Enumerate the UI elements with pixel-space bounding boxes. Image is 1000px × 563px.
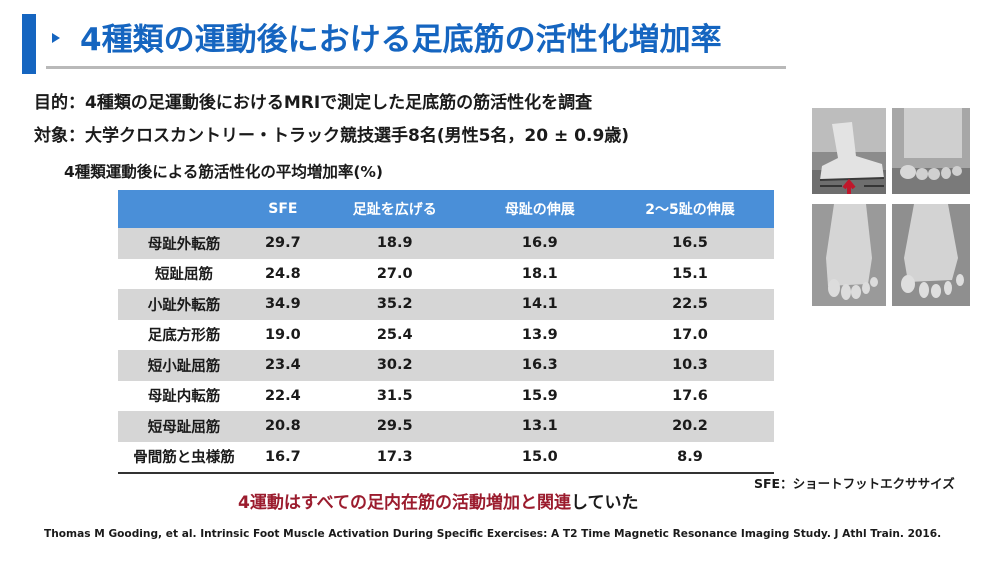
value-cell: 16.5 xyxy=(605,228,774,259)
value-cell: 17.3 xyxy=(315,441,474,474)
table-row: 小趾外転筋 34.9 35.2 14.1 22.5 xyxy=(118,289,774,320)
value-cell: 14.1 xyxy=(473,289,606,320)
table-row: 短母趾屈筋 20.8 29.5 13.1 20.2 xyxy=(118,411,774,442)
header-cell-lesser-toe-extension: 2～5趾の伸展 xyxy=(605,190,774,228)
conclusion-text: 4運動はすべての足内在筋の活動増加と関連していた xyxy=(238,488,638,513)
muscle-name: 母趾外転筋 xyxy=(118,228,250,259)
table-row: 足底方形筋 19.0 25.4 13.9 17.0 xyxy=(118,319,774,350)
activation-table: SFE 足趾を広げる 母趾の伸展 2～5趾の伸展 母趾外転筋 29.7 18.9… xyxy=(118,190,774,474)
title-arrow-icon xyxy=(52,33,60,43)
header-cell-hallux-extension: 母趾の伸展 xyxy=(473,190,606,228)
purpose-text: 目的：4種類の足運動後におけるMRIで測定した足底筋の筋活性化を調査 xyxy=(34,93,593,113)
sfe-footnote: SFE：ショートフットエクササイズ xyxy=(754,476,955,491)
value-cell: 8.9 xyxy=(605,441,774,474)
photo-toe-extension xyxy=(812,204,886,306)
value-cell: 27.0 xyxy=(315,258,474,289)
photo-toe-spread xyxy=(892,204,970,306)
value-cell: 15.0 xyxy=(473,441,606,474)
value-cell: 15.1 xyxy=(605,258,774,289)
value-cell: 29.5 xyxy=(315,411,474,442)
value-cell: 19.0 xyxy=(250,319,316,350)
slide-title: 4種類の運動後における足底筋の活性化増加率 xyxy=(80,22,722,58)
up-arrow-icon xyxy=(842,178,856,194)
value-cell: 15.9 xyxy=(473,380,606,411)
table-row: 骨間筋と虫様筋 16.7 17.3 15.0 8.9 xyxy=(118,441,774,474)
value-cell: 10.3 xyxy=(605,350,774,381)
title-accent-bar xyxy=(22,14,36,74)
foot-exercise-photos xyxy=(812,108,970,306)
value-cell: 29.7 xyxy=(250,228,316,259)
table-caption: 4種類運動後による筋活性化の平均増加率(%) xyxy=(64,163,384,181)
value-cell: 31.5 xyxy=(315,380,474,411)
table-row: 母趾内転筋 22.4 31.5 15.9 17.6 xyxy=(118,380,774,411)
photo-side-view xyxy=(812,108,886,194)
value-cell: 20.8 xyxy=(250,411,316,442)
title-divider xyxy=(46,66,786,69)
value-cell: 35.2 xyxy=(315,289,474,320)
subjects-text: 対象：大学クロスカントリー・トラック競技選手8名(男性5名，20 ± 0.9歳) xyxy=(34,126,630,146)
header-cell-toe-spread: 足趾を広げる xyxy=(315,190,474,228)
value-cell: 22.5 xyxy=(605,289,774,320)
table-header-row: SFE 足趾を広げる 母趾の伸展 2～5趾の伸展 xyxy=(118,190,774,228)
value-cell: 18.9 xyxy=(315,228,474,259)
value-cell: 25.4 xyxy=(315,319,474,350)
value-cell: 20.2 xyxy=(605,411,774,442)
table-row: 母趾外転筋 29.7 18.9 16.9 16.5 xyxy=(118,228,774,259)
conclusion-highlight: 4運動はすべての足内在筋の活動増加と関連 xyxy=(238,493,571,513)
muscle-name: 短母趾屈筋 xyxy=(118,411,250,442)
muscle-name: 短小趾屈筋 xyxy=(118,350,250,381)
conclusion-rest: していた xyxy=(570,493,639,513)
value-cell: 34.9 xyxy=(250,289,316,320)
header-cell-blank xyxy=(118,190,250,228)
value-cell: 16.7 xyxy=(250,441,316,474)
muscle-name: 母趾内転筋 xyxy=(118,380,250,411)
value-cell: 17.0 xyxy=(605,319,774,350)
value-cell: 17.6 xyxy=(605,380,774,411)
value-cell: 24.8 xyxy=(250,258,316,289)
muscle-name: 足底方形筋 xyxy=(118,319,250,350)
header-cell-sfe: SFE xyxy=(250,190,316,228)
value-cell: 23.4 xyxy=(250,350,316,381)
value-cell: 18.1 xyxy=(473,258,606,289)
table-row: 短小趾屈筋 23.4 30.2 16.3 10.3 xyxy=(118,350,774,381)
muscle-name: 小趾外転筋 xyxy=(118,289,250,320)
value-cell: 30.2 xyxy=(315,350,474,381)
value-cell: 13.9 xyxy=(473,319,606,350)
citation-text: Thomas M Gooding, et al. Intrinsic Foot … xyxy=(44,528,942,540)
value-cell: 13.1 xyxy=(473,411,606,442)
table-row: 短趾屈筋 24.8 27.0 18.1 15.1 xyxy=(118,258,774,289)
value-cell: 16.3 xyxy=(473,350,606,381)
muscle-name: 短趾屈筋 xyxy=(118,258,250,289)
value-cell: 22.4 xyxy=(250,380,316,411)
value-cell: 16.9 xyxy=(473,228,606,259)
photo-front-view xyxy=(892,108,970,194)
muscle-name: 骨間筋と虫様筋 xyxy=(118,441,250,474)
